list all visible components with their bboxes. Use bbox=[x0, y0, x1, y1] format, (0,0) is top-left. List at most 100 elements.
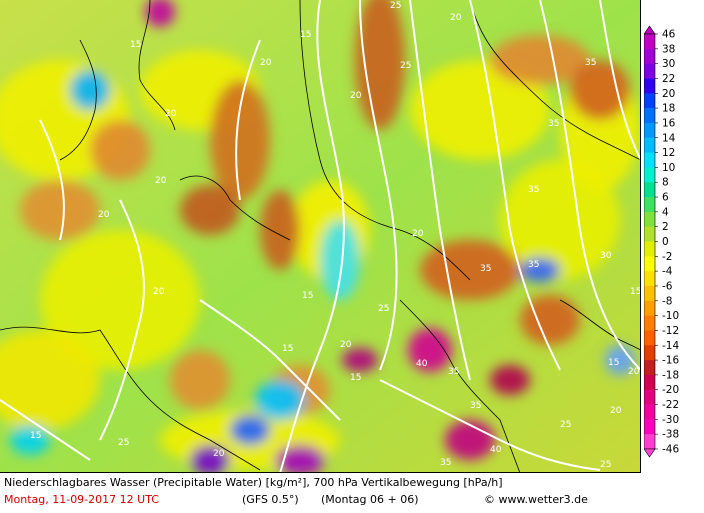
legend-arrow-bottom bbox=[643, 448, 656, 458]
legend-tick-label: -22 bbox=[662, 399, 679, 411]
caption-date: Montag, 11-09-2017 12 UTC bbox=[4, 493, 159, 506]
legend-tick-label: 4 bbox=[662, 206, 669, 218]
legend-swatch bbox=[644, 345, 655, 361]
coastline bbox=[179, 175, 291, 241]
legend-bar: 4638302220181614121086420-2-4-6-8-10-12-… bbox=[643, 25, 679, 458]
legend-tick-label: 18 bbox=[662, 103, 675, 115]
legend-swatch bbox=[644, 226, 655, 242]
legend-swatch bbox=[644, 360, 655, 376]
legend-swatch bbox=[644, 404, 655, 420]
legend-swatch bbox=[644, 434, 655, 450]
legend-tick-label: 2 bbox=[662, 221, 669, 233]
field-patch bbox=[180, 185, 240, 235]
contour-label: 20 bbox=[98, 210, 110, 220]
legend-tick-label: -18 bbox=[662, 369, 679, 381]
legend-swatch bbox=[644, 167, 655, 183]
legend-swatch bbox=[644, 271, 655, 287]
contour-line bbox=[599, 0, 640, 161]
legend-swatch bbox=[644, 48, 655, 64]
field-patch bbox=[170, 350, 230, 410]
contour-label: 35 bbox=[480, 264, 491, 274]
contour-label: 15 bbox=[630, 287, 641, 297]
field-patch bbox=[320, 220, 360, 300]
contour-label: 25 bbox=[400, 61, 411, 71]
contour-line bbox=[0, 399, 91, 461]
legend-swatch bbox=[644, 93, 655, 109]
contour-label: 35 bbox=[528, 185, 539, 195]
contour-label: 20 bbox=[213, 449, 225, 459]
contour-label: 20 bbox=[155, 176, 167, 186]
contour-label: 25 bbox=[118, 438, 129, 448]
contour-label: 35 bbox=[440, 458, 451, 468]
legend-tick-label: -16 bbox=[662, 355, 679, 367]
legend-tick-label: 22 bbox=[662, 73, 675, 85]
field-patch bbox=[342, 348, 378, 372]
coastline bbox=[559, 299, 640, 350]
legend-arrow-top bbox=[643, 25, 656, 35]
coastline bbox=[469, 0, 640, 160]
field-patch bbox=[520, 258, 560, 282]
legend-swatch bbox=[644, 241, 655, 257]
contour-label: 15 bbox=[130, 40, 141, 50]
contour-label: 40 bbox=[490, 445, 502, 455]
map-canvas: 15 15 25 20 20 25 35 20 20 35 20 20 35 20 35 35 30 20 15 25… bbox=[0, 0, 641, 472]
field-patch bbox=[410, 60, 550, 160]
field-patch bbox=[20, 180, 100, 240]
contour-label: 20 bbox=[610, 406, 622, 416]
legend-tick-label: -4 bbox=[662, 266, 673, 278]
legend-tick-label: 38 bbox=[662, 43, 675, 55]
contour-label: 30 bbox=[600, 251, 612, 261]
field-patch bbox=[605, 345, 635, 375]
contour-label: 20 bbox=[153, 287, 165, 297]
legend-tick-label: 46 bbox=[662, 29, 676, 41]
coastlines bbox=[0, 0, 640, 472]
legend-swatch bbox=[644, 63, 655, 79]
legend-tick-label: -2 bbox=[662, 251, 672, 263]
contour-line bbox=[539, 0, 640, 371]
contour-label: 20 bbox=[412, 229, 424, 239]
contour-line bbox=[39, 119, 65, 241]
coastline bbox=[399, 299, 521, 472]
field-patch bbox=[145, 0, 175, 27]
legend-tick-label: 16 bbox=[662, 117, 676, 129]
legend-swatch bbox=[644, 419, 655, 435]
coastline bbox=[0, 326, 261, 471]
contour-label: 15 bbox=[30, 431, 41, 441]
caption-model: (GFS 0.5°) bbox=[242, 493, 299, 506]
caption-copyright: © www.wetter3.de bbox=[484, 493, 588, 506]
legend-swatch bbox=[644, 256, 655, 272]
legend-tick-label: 0 bbox=[662, 236, 669, 248]
legend-swatch bbox=[644, 374, 655, 391]
contour-line bbox=[469, 0, 561, 371]
legend-tick-label: -20 bbox=[662, 384, 679, 396]
legend-swatch bbox=[644, 315, 655, 331]
legend-swatch bbox=[644, 300, 655, 316]
field-patch bbox=[445, 420, 495, 460]
contour-line bbox=[379, 379, 601, 471]
coastline bbox=[138, 0, 176, 131]
caption-meta: Montag, 11-09-2017 12 UTC (GFS 0.5°) (Mo… bbox=[4, 493, 588, 506]
contour-label: 25 bbox=[600, 460, 611, 470]
legend-swatch bbox=[644, 78, 655, 94]
legend-swatch bbox=[644, 34, 655, 50]
field-patch bbox=[10, 425, 50, 455]
legend-tick-label: -8 bbox=[662, 295, 672, 307]
weather-map: 15 15 25 20 20 25 35 20 20 35 20 20 35 20 35 35 30 20 15 25… bbox=[0, 0, 641, 473]
legend-swatch bbox=[644, 285, 655, 302]
legend-swatch bbox=[644, 122, 655, 139]
legend-swatch bbox=[644, 211, 655, 227]
contour-label: 35 bbox=[585, 58, 596, 68]
contour-label: 15 bbox=[350, 373, 361, 383]
legend-tick-label: -6 bbox=[662, 280, 673, 292]
field-patch bbox=[570, 60, 630, 120]
legend-tick-label: -30 bbox=[662, 414, 679, 426]
legend-swatch bbox=[644, 330, 655, 346]
contour-line bbox=[409, 0, 471, 381]
caption-run: (Montag 06 + 06) bbox=[321, 493, 419, 506]
field-patch bbox=[255, 380, 305, 420]
caption-title: Niederschlagbares Wasser (Precipitable W… bbox=[4, 476, 503, 489]
legend-swatch bbox=[644, 152, 655, 168]
field-patch bbox=[275, 445, 325, 472]
legend-tick-label: -12 bbox=[662, 325, 679, 337]
contour-labels: 15 15 25 20 20 25 35 20 20 35 20 20 35 20 35 35 30 20 15 25… bbox=[30, 1, 641, 470]
